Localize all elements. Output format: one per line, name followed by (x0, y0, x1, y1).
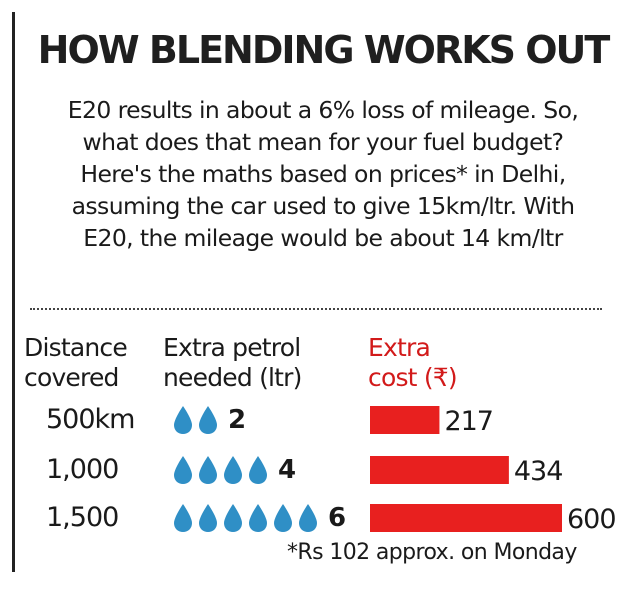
intro-line: what does that mean for your fuel budget… (82, 128, 564, 156)
row-label: 500km (46, 404, 135, 435)
water-drop-icon (172, 455, 194, 485)
footnote: *Rs 102 approx. on Monday (287, 540, 577, 565)
water-drop-icon (247, 503, 269, 533)
intro-line: Here's the maths based on prices* in Del… (80, 160, 566, 188)
litres-value: 4 (278, 455, 297, 485)
litres-value: 2 (228, 405, 247, 435)
cost-value-label: 217 (444, 406, 493, 437)
water-drop-icon (172, 503, 194, 533)
water-drop-icon (197, 503, 219, 533)
water-drop-icon (172, 405, 194, 435)
header-petrol: Extra petrol needed (ltr) (163, 333, 302, 393)
chart-title: HOW BLENDING WORKS OUT (37, 28, 611, 72)
header-distance-line: Distance (24, 333, 128, 362)
intro-line: E20, the mileage would be about 14 km/lt… (83, 224, 563, 252)
water-drop-icon (272, 503, 294, 533)
litres-value: 6 (328, 503, 347, 533)
water-drop-icon (197, 455, 219, 485)
row-label: 1,500 (46, 502, 119, 533)
water-drop-icon (222, 503, 244, 533)
water-drop-icon (197, 405, 219, 435)
water-drop-icon (247, 455, 269, 485)
intro-line: assuming the car used to give 15km/ltr. … (71, 192, 575, 220)
row-label: 1,000 (46, 454, 119, 485)
cost-value-label: 600 (567, 504, 616, 535)
dotted-divider (30, 308, 602, 310)
header-cost-line: cost (₹) (368, 363, 458, 392)
intro-text: E20 results in about a 6% loss of mileag… (28, 94, 618, 254)
infographic-frame (12, 12, 627, 572)
cost-bar (370, 406, 440, 434)
intro-line: E20 results in about a 6% loss of mileag… (67, 96, 579, 124)
cost-bar (370, 456, 509, 484)
header-cost-line: Extra (368, 333, 431, 362)
cost-bar (370, 504, 562, 532)
header-distance: Distance covered (24, 333, 128, 393)
header-petrol-line: needed (ltr) (163, 363, 302, 392)
header-petrol-line: Extra petrol (163, 333, 301, 362)
cost-value-label: 434 (514, 456, 563, 487)
water-drop-icon (222, 455, 244, 485)
header-cost: Extra cost (₹) (368, 333, 458, 393)
header-distance-line: covered (24, 363, 119, 392)
water-drop-icon (297, 503, 319, 533)
